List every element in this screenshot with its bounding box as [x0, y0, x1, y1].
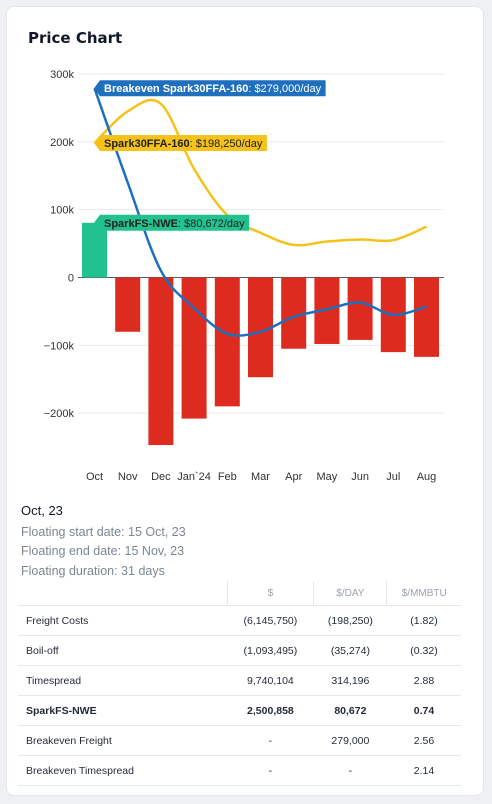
table-row: Boil-off (1,093,495) (35,274) (0.32) [18, 635, 461, 666]
row-total: 2,500,858 [227, 695, 314, 726]
annotation-text: Spark30FFA-160: $198,250/day [104, 138, 263, 150]
row-per-mmbtu: (1.82) [386, 605, 461, 636]
row-per-mmbtu: 0.74 [386, 695, 461, 726]
table-row: Timespread 9,740,104 314,196 2.88 [18, 665, 461, 696]
bar [148, 277, 174, 446]
header-per-mmbtu: $/MMBTU [386, 581, 461, 606]
header-label [18, 581, 227, 606]
annotation-series-name: Breakeven Spark30FFA-160 [104, 83, 248, 95]
annotation-text: SparkFS-NWE: $80,672/day [104, 218, 245, 230]
row-per-day: 279,000 [313, 725, 387, 756]
x-tick-label: Nov [118, 471, 138, 483]
row-total: - [227, 755, 314, 786]
floating-end-date: Floating end date: 15 Nov, 23 [21, 544, 185, 558]
table-header-row: $ $/DAY $/MMBTU [18, 581, 461, 606]
x-tick-label: Apr [285, 471, 302, 483]
bar [347, 277, 373, 340]
row-total: - [227, 725, 314, 756]
row-per-day: (35,274) [313, 635, 387, 666]
annotation-separator: : [190, 138, 196, 150]
bar [214, 277, 240, 407]
bar [82, 222, 107, 278]
x-tick-label: Dec [151, 471, 171, 483]
series-line [93, 98, 427, 247]
x-tick-label: Jun [351, 471, 369, 483]
y-tick-label: 300k [50, 69, 74, 81]
x-tick-label: Jan`24 [177, 471, 211, 483]
x-tick-label: Oct [86, 471, 103, 483]
header-per-day: $/DAY [313, 581, 387, 606]
row-per-day: - [313, 755, 387, 786]
row-per-day: 314,196 [313, 665, 387, 696]
table-row: SparkFS-NWE 2,500,858 80,672 0.74 [18, 695, 461, 726]
y-tick-label: −100k [44, 340, 75, 352]
row-per-mmbtu: (0.32) [386, 635, 461, 666]
row-total: 9,740,104 [227, 665, 314, 696]
header-total: $ [226, 581, 314, 606]
floating-start-date: Floating start date: 15 Oct, 23 [21, 525, 186, 539]
y-tick-label: 200k [50, 137, 74, 149]
x-tick-label: Mar [251, 471, 270, 483]
card-title: Price Chart [28, 29, 123, 47]
y-tick-label: 0 [68, 273, 74, 285]
row-per-mmbtu: 2.56 [386, 725, 461, 756]
x-tick-label: May [317, 471, 338, 483]
annotation-series-name: SparkFS-NWE [104, 218, 178, 230]
table-row: Breakeven Timespread - -2.14 [18, 755, 461, 786]
row-per-day: 80,672 [313, 695, 387, 726]
row-label: SparkFS-NWE [18, 695, 227, 726]
x-tick-label: Feb [218, 471, 237, 483]
annotation-value: $279,000/day [254, 83, 321, 95]
cost-summary-table: $ $/DAY $/MMBTU Freight Costs (6,145,750)… [18, 581, 461, 786]
row-label: Breakeven Timespread [18, 755, 227, 786]
row-total: (6,145,750) [227, 605, 314, 636]
row-per-mmbtu: 2.14 [386, 755, 461, 786]
price-chart: 300k 200k 100k 0 −100k −200k Oct Nov Dec Jan`24 Fe… [44, 69, 444, 483]
x-tick-label: Aug [417, 471, 437, 483]
x-tick-label: Jul [386, 471, 400, 483]
row-total: (1,093,495) [227, 635, 314, 666]
bar [115, 277, 141, 332]
annotation-background [94, 80, 326, 97]
annotation-flag: SparkFS-NWE: $80,672/day [94, 214, 250, 231]
annotation-value: $80,672/day [184, 218, 245, 230]
y-tick-label: −200k [44, 408, 75, 420]
annotation-series-name: Spark30FFA-160 [104, 138, 190, 150]
annotation-flag: Spark30FFA-160: $198,250/day [94, 135, 267, 152]
row-label: Breakeven Freight [18, 725, 227, 756]
table-row: Freight Costs (6,145,750) (198,250) (1.82) [18, 605, 461, 636]
annotation-flag: Breakeven Spark30FFA-160: $279,000/day [94, 80, 326, 97]
y-tick-label: 100k [50, 205, 74, 217]
annotation-background [94, 214, 250, 231]
annotation-value: $198,250/day [196, 138, 263, 150]
floating-duration: Floating duration: 31 days [21, 564, 165, 578]
bar [414, 277, 439, 357]
bar [281, 277, 307, 349]
annotation-text: Breakeven Spark30FFA-160: $279,000/day [104, 83, 322, 95]
annotation-background [94, 135, 267, 152]
row-label: Freight Costs [18, 605, 227, 636]
annotation-separator: : [178, 218, 184, 230]
row-per-mmbtu: 2.88 [386, 665, 461, 696]
table-row: Breakeven Freight -279,000 2.56 [18, 725, 461, 756]
row-per-day: (198,250) [313, 605, 387, 636]
row-label: Timespread [18, 665, 227, 696]
row-label: Boil-off [18, 635, 227, 666]
period-label: Oct, 23 [21, 503, 63, 518]
annotation-separator: : [248, 83, 254, 95]
